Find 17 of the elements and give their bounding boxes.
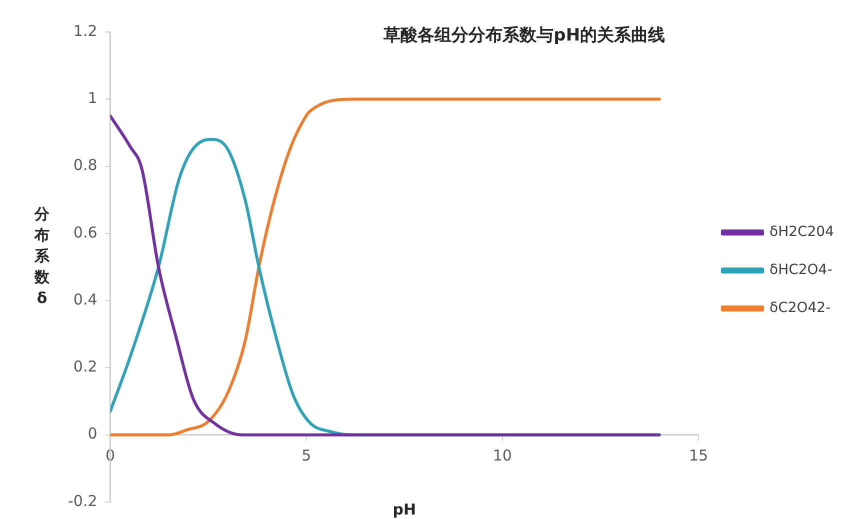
y-tick-label: 0.4 — [73, 290, 98, 308]
y-tick-label: 0.6 — [73, 223, 98, 242]
y-tick-label: -0.2 — [68, 492, 98, 510]
chart-title: 草酸各组分分布系数与pH的关系曲线 — [382, 25, 666, 46]
legend-label: δC2O42- — [770, 300, 831, 316]
legend-label: δH2C204 — [770, 224, 834, 240]
x-tick-label: 5 — [302, 446, 312, 465]
y-tick-label: 0.8 — [73, 156, 98, 174]
y-tick-label: 0 — [88, 424, 98, 443]
x-axis-title: pH — [392, 500, 416, 519]
y-tick-label: 0.2 — [73, 358, 98, 376]
y-tick-label: 1 — [88, 89, 98, 108]
x-tick-label: 15 — [688, 446, 708, 465]
y-tick-label: 1.2 — [73, 22, 98, 40]
legend-label: δHC2O4- — [770, 262, 832, 278]
x-tick-label: 10 — [492, 446, 512, 465]
y-axis-title: 分布系数δ — [34, 204, 50, 307]
